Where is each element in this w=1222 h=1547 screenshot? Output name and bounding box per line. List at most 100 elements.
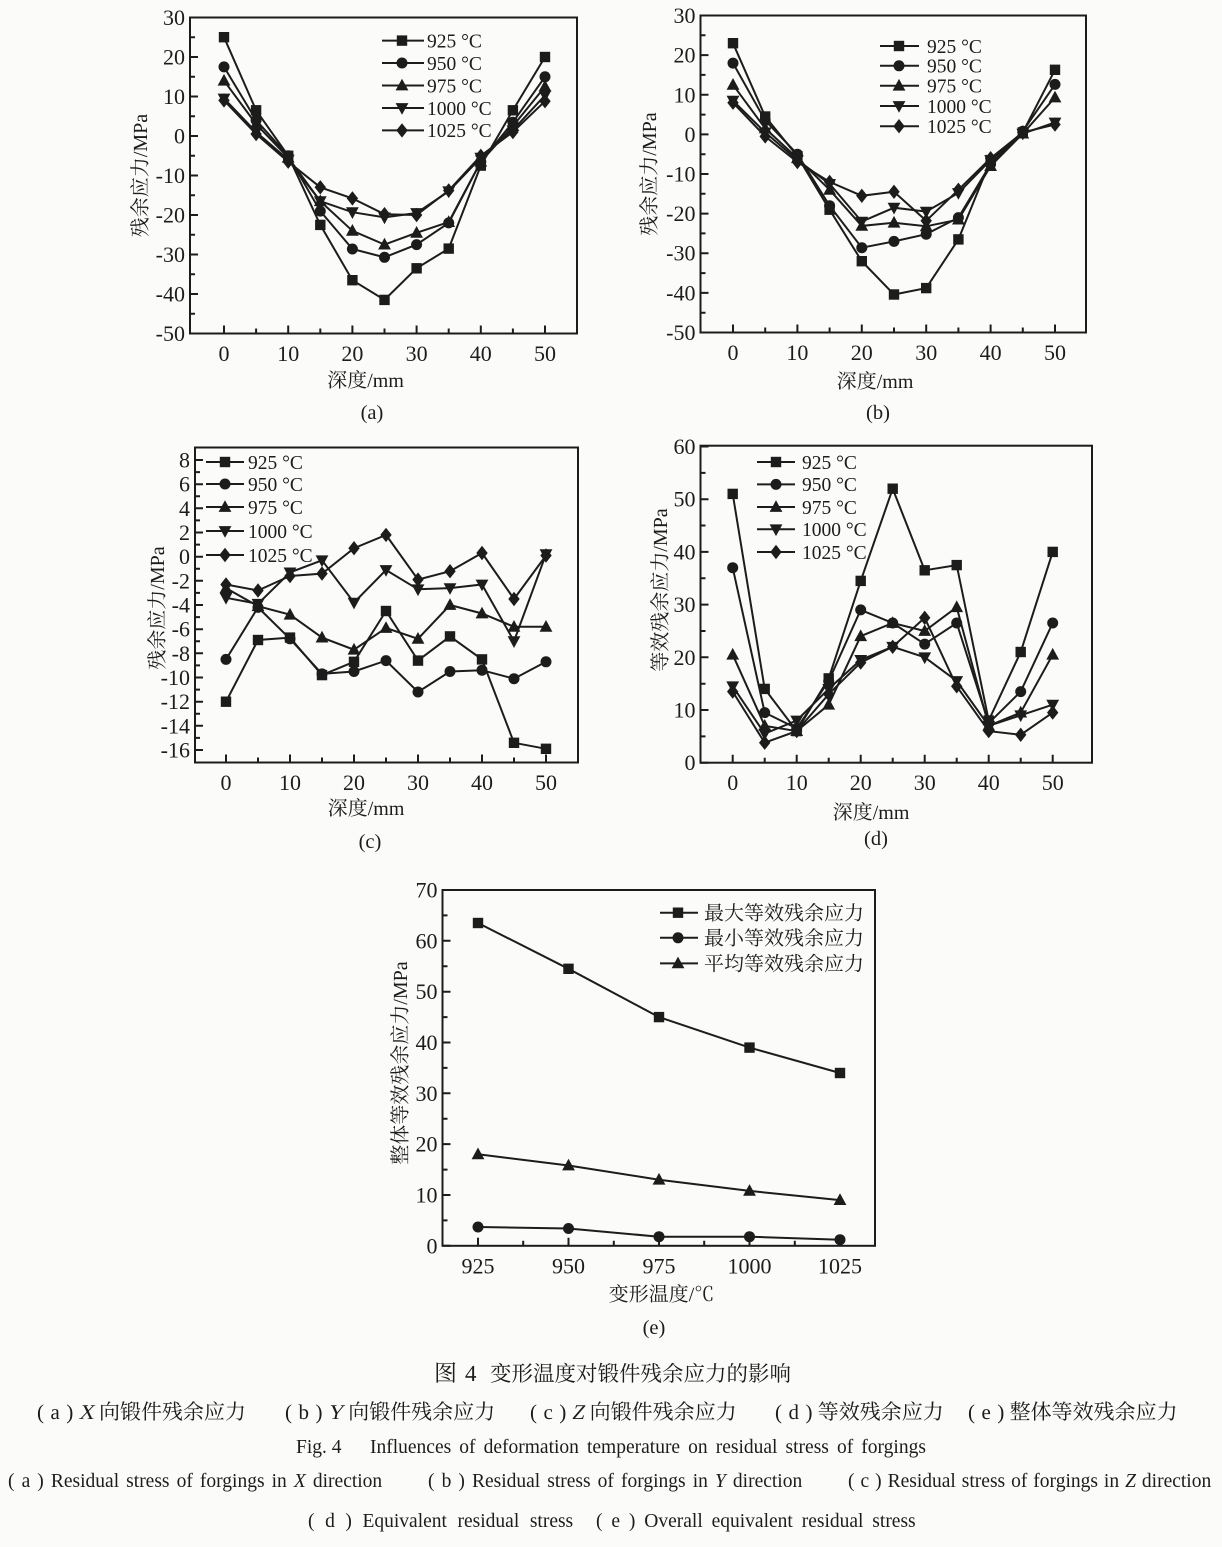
svg-text:1025 °C: 1025 °C [248,546,313,567]
svg-text:950: 950 [552,1253,585,1278]
svg-text:1000 °C: 1000 °C [802,520,867,541]
svg-text:925 °C: 925 °C [248,453,303,474]
svg-text:40: 40 [471,770,493,795]
svg-text:-50: -50 [156,321,185,346]
svg-text:20: 20 [343,770,365,795]
svg-text:( b ) Residual stress of forgi: ( b ) Residual stress of forgings in Y d… [428,1471,802,1492]
svg-text:-10: -10 [666,162,695,187]
svg-text:2: 2 [179,520,190,545]
svg-text:( c ) Residual stress of forgi: ( c ) Residual stress of forgings in Z d… [848,1471,1211,1492]
svg-text:50: 50 [416,979,438,1004]
svg-text:975 °C: 975 °C [927,77,982,98]
svg-text:-10: -10 [161,665,190,690]
svg-text:-40: -40 [156,282,185,307]
svg-text:50: 50 [1044,340,1066,365]
svg-text:(b): (b) [866,402,890,424]
svg-text:0: 0 [179,544,190,569]
svg-text:50: 50 [534,341,556,366]
svg-text:950 °C: 950 °C [427,54,482,75]
svg-text:975 °C: 975 °C [427,76,482,97]
svg-text:30: 30 [674,592,696,617]
svg-text:-20: -20 [666,201,695,226]
svg-text:925 °C: 925 °C [802,453,857,474]
svg-text:Fig. 4: Fig. 4 [296,1437,342,1458]
svg-text:-12: -12 [161,689,190,714]
svg-text:30: 30 [416,1081,438,1106]
svg-text:-4: -4 [172,593,190,618]
svg-text:( d ) Equivalent residual stre: ( d ) Equivalent residual stress [308,1511,573,1532]
svg-text:925 °C: 925 °C [927,37,982,58]
svg-text:10: 10 [163,84,185,109]
svg-text:0: 0 [685,122,696,147]
svg-text:20: 20 [674,43,696,68]
svg-text:10: 10 [674,698,696,723]
svg-text:1025: 1025 [818,1253,862,1278]
svg-text:-30: -30 [666,241,695,266]
svg-text:1000 °C: 1000 °C [427,99,492,120]
svg-text:0: 0 [728,340,739,365]
svg-text:-50: -50 [666,320,695,345]
svg-text:40: 40 [980,340,1002,365]
svg-text:975 °C: 975 °C [248,498,303,519]
svg-text:1000 °C: 1000 °C [927,97,992,118]
svg-text:0: 0 [174,124,185,149]
svg-text:30: 30 [915,340,937,365]
svg-text:-10: -10 [156,163,185,188]
svg-text:50: 50 [1042,770,1064,795]
svg-text:10: 10 [786,770,808,795]
svg-text:40: 40 [470,341,492,366]
svg-text:950 °C: 950 °C [927,57,982,78]
svg-text:1000: 1000 [728,1253,772,1278]
svg-text:6: 6 [179,472,190,497]
svg-text:20: 20 [416,1132,438,1157]
svg-text:40: 40 [416,1030,438,1055]
svg-text:-40: -40 [666,280,695,305]
svg-text:0: 0 [685,750,696,775]
svg-text:10: 10 [277,341,299,366]
svg-text:50: 50 [674,487,696,512]
svg-text:1025 °C: 1025 °C [802,543,867,564]
svg-text:( a ) Residual stress of forgi: ( a ) Residual stress of forgings in X d… [8,1471,382,1492]
svg-text:950 °C: 950 °C [248,475,303,496]
svg-text:( e ) Overall equivalent resid: ( e ) Overall equivalent residual stress [596,1511,916,1532]
svg-text:-6: -6 [172,617,190,642]
svg-text:10: 10 [674,82,696,107]
svg-text:-14: -14 [161,713,190,738]
svg-text:1025 °C: 1025 °C [927,117,992,138]
svg-text:(a): (a) [361,402,384,424]
svg-text:(d): (d) [864,828,888,850]
svg-text:40: 40 [978,770,1000,795]
svg-text:-16: -16 [161,738,190,763]
svg-text:(e): (e) [643,1317,666,1339]
svg-text:975 °C: 975 °C [802,498,857,519]
svg-text:30: 30 [674,3,696,28]
svg-text:10: 10 [279,770,301,795]
svg-text:20: 20 [163,45,185,70]
svg-text:-20: -20 [156,203,185,228]
svg-text:4: 4 [179,496,190,521]
svg-text:1025 °C: 1025 °C [427,121,492,142]
svg-text:-2: -2 [172,568,190,593]
svg-text:10: 10 [416,1183,438,1208]
svg-text:30: 30 [406,341,428,366]
svg-text:30: 30 [407,770,429,795]
svg-text:-8: -8 [172,641,190,666]
svg-text:60: 60 [416,928,438,953]
svg-text:Influences of deformation temp: Influences of deformation temperature on… [370,1437,926,1458]
svg-text:20: 20 [674,645,696,670]
svg-text:20: 20 [851,340,873,365]
svg-text:0: 0 [219,341,230,366]
svg-text:50: 50 [535,770,557,795]
svg-text:20: 20 [850,770,872,795]
svg-text:60: 60 [674,434,696,459]
svg-text:(c): (c) [359,831,382,853]
svg-text:8: 8 [179,448,190,473]
svg-text:0: 0 [427,1233,438,1258]
svg-text:975: 975 [643,1253,676,1278]
svg-text:925 °C: 925 °C [427,31,482,52]
svg-text:0: 0 [221,770,232,795]
svg-text:1000 °C: 1000 °C [248,522,313,543]
svg-text:10: 10 [786,340,808,365]
svg-text:-30: -30 [156,242,185,267]
svg-text:70: 70 [416,878,438,903]
